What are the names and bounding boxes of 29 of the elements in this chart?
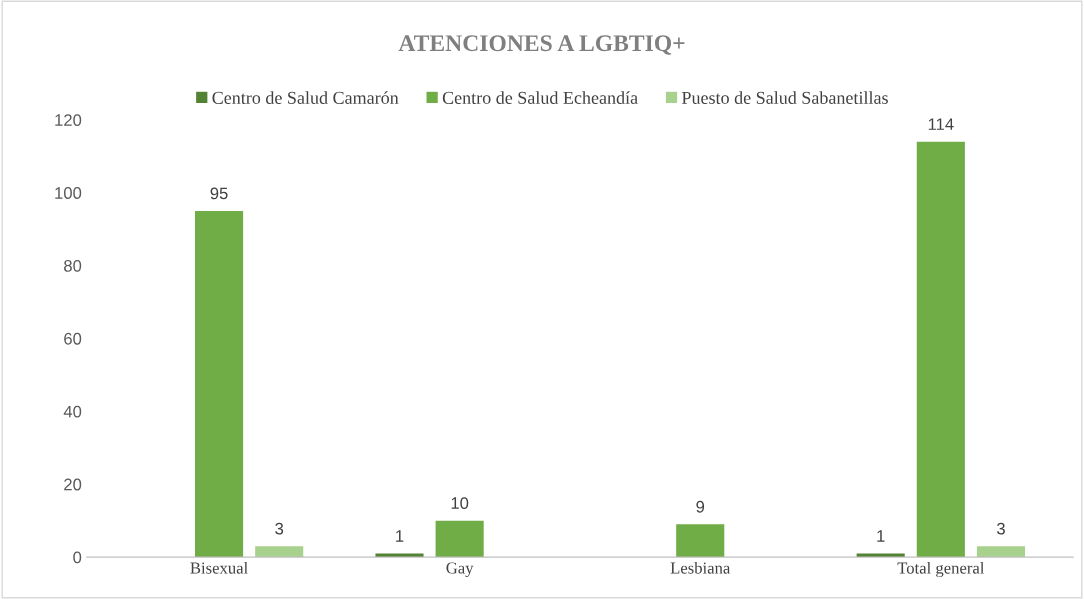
bar (194, 210, 244, 558)
x-tick-label: Bisexual (190, 561, 248, 574)
data-label: 10 (451, 497, 469, 509)
legend-label: Centro de Salud Camarón (212, 91, 399, 104)
x-tick-label: Gay (446, 562, 474, 578)
legend-label: Puesto de Salud Sabanetillas (681, 91, 888, 104)
y-tick-label: 100 (55, 187, 82, 199)
legend-label: Centro de Salud Echeandía (442, 91, 638, 104)
y-tick-label: 60 (64, 332, 82, 345)
chart-title: ATENCIONES A LGBTIQ+ (398, 35, 685, 55)
data-label: 95 (210, 187, 228, 200)
bar (435, 520, 484, 558)
y-tick-label: 0 (73, 551, 82, 564)
bar (676, 524, 725, 558)
data-label: 114 (928, 118, 954, 130)
data-label: 3 (275, 522, 284, 535)
y-tick-label: 120 (55, 114, 82, 126)
bar (916, 141, 965, 558)
x-tick-label: Total general (897, 561, 985, 578)
y-tick-label: 40 (63, 405, 82, 418)
bar (255, 546, 304, 558)
y-tick-label: 20 (64, 478, 82, 491)
data-label: 9 (696, 500, 705, 513)
data-label: 3 (996, 522, 1005, 535)
data-label: 1 (396, 530, 404, 542)
bar (976, 546, 1026, 558)
x-tick-label: Lesbiana (670, 561, 731, 574)
data-label: 1 (877, 530, 885, 542)
y-tick-label: 80 (64, 259, 82, 272)
